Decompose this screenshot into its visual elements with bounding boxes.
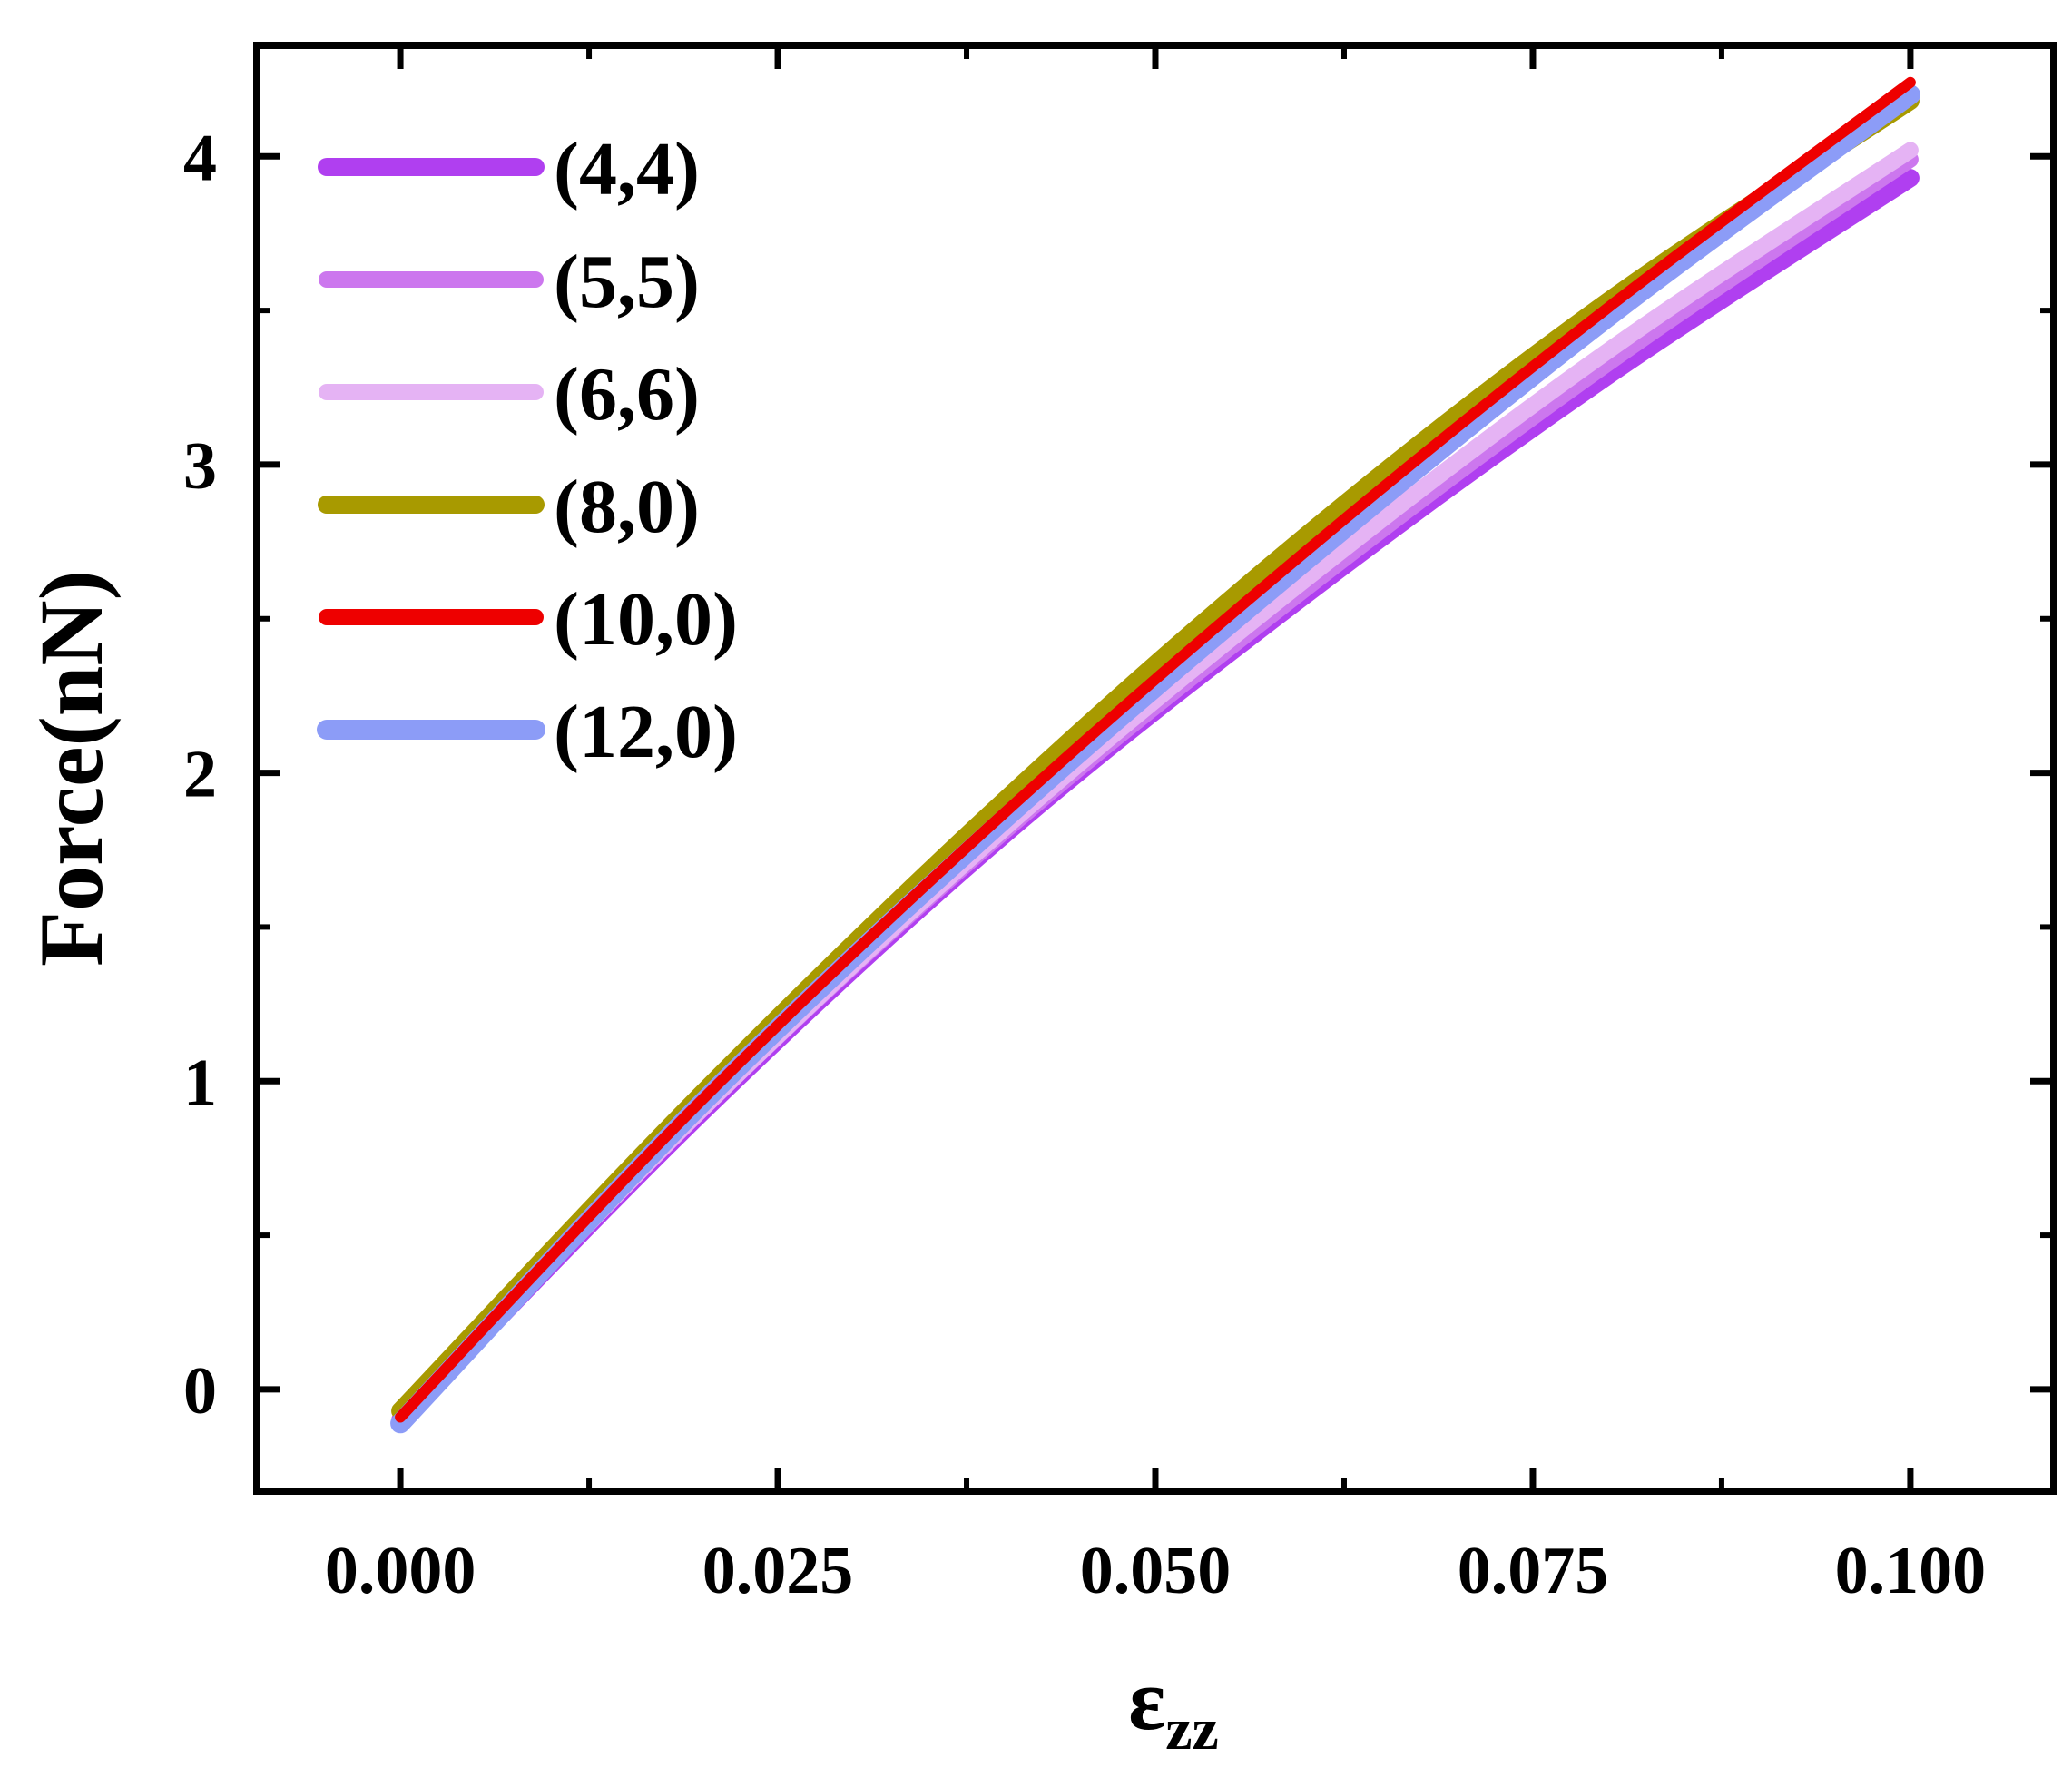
y-tick-label: 3 bbox=[183, 429, 217, 504]
legend-label: (6,6) bbox=[554, 352, 700, 437]
y-axis-title: Force(nN) bbox=[21, 570, 122, 967]
x-tick-label: 0.050 bbox=[1080, 1534, 1232, 1608]
series-line-5-5 bbox=[392, 151, 1919, 1429]
legend: (4,4) (5,5) (6,6) (8,0) (10,0) (12,0) bbox=[317, 127, 738, 774]
x-tick-label: 0.000 bbox=[325, 1534, 476, 1608]
series-layer bbox=[390, 76, 1920, 1434]
x-axis-title-symbol: ε bbox=[1128, 1651, 1165, 1748]
y-tick-label: 4 bbox=[183, 121, 217, 195]
axis-layer: 0.000 0.025 0.050 0.075 0.100 0 1 2 3 4 bbox=[183, 45, 2054, 1608]
x-tick-label: 0.100 bbox=[1835, 1534, 1987, 1608]
x-tick-label: 0.075 bbox=[1458, 1534, 1609, 1608]
series-line-6-6 bbox=[392, 142, 1919, 1429]
y-tick-label: 1 bbox=[183, 1046, 217, 1120]
legend-label: (12,0) bbox=[554, 690, 738, 774]
y-tick-label: 2 bbox=[183, 738, 217, 812]
x-axis-title-subscript: zz bbox=[1165, 1696, 1219, 1762]
legend-label: (4,4) bbox=[554, 127, 700, 211]
x-tick-label: 0.025 bbox=[702, 1534, 854, 1608]
series-line-10-0 bbox=[395, 76, 1916, 1423]
x-axis-title: εzz bbox=[1128, 1651, 1219, 1762]
y-tick-label: 0 bbox=[183, 1354, 217, 1429]
legend-label: (8,0) bbox=[554, 465, 700, 549]
legend-label: (10,0) bbox=[554, 577, 738, 662]
legend-label: (5,5) bbox=[554, 240, 700, 324]
